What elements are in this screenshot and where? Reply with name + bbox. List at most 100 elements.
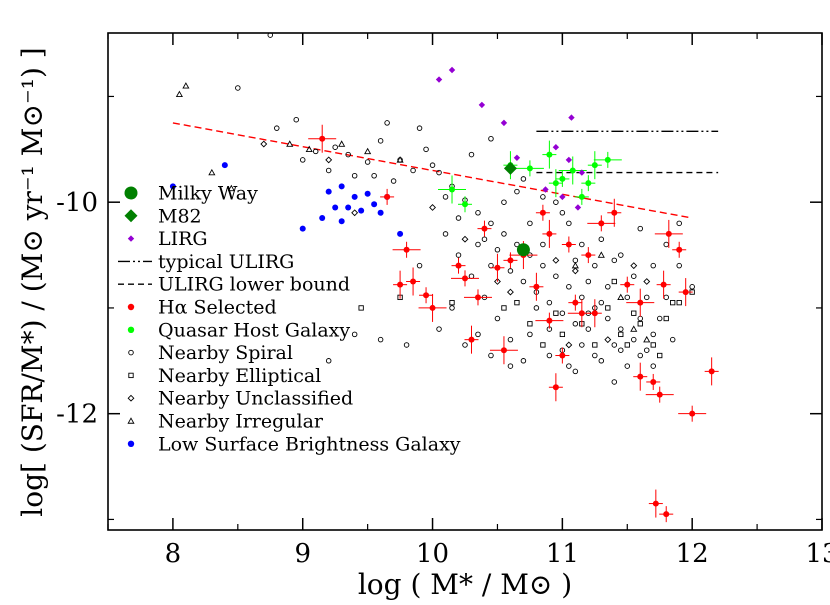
data-point xyxy=(578,310,585,317)
legend-marker xyxy=(127,440,135,447)
series-m82 xyxy=(503,161,517,175)
data-point xyxy=(325,188,332,195)
data-point xyxy=(175,90,183,98)
data-point xyxy=(358,305,364,311)
data-point xyxy=(338,140,346,147)
data-point xyxy=(429,162,436,168)
legend-item: Nearby Spiral xyxy=(128,342,293,364)
data-point xyxy=(501,231,507,237)
data-point xyxy=(461,235,469,243)
x-tick-label: 10 xyxy=(416,539,449,569)
series-nearby-unclassified xyxy=(260,140,651,349)
legend-item: Milky Way xyxy=(124,183,258,205)
data-point xyxy=(598,220,605,227)
data-point xyxy=(611,342,618,348)
legend-marker xyxy=(127,417,135,424)
data-point xyxy=(571,261,579,269)
data-point xyxy=(429,304,436,311)
data-point xyxy=(665,230,672,237)
data-point xyxy=(546,317,553,324)
legend-label: Nearby Irregular xyxy=(158,411,324,433)
data-point xyxy=(605,305,611,311)
data-point xyxy=(676,262,682,269)
series-quasar-host-galaxy xyxy=(438,140,622,213)
data-point xyxy=(650,378,657,385)
data-point xyxy=(559,193,566,201)
data-point xyxy=(448,66,456,74)
data-point xyxy=(546,299,553,306)
data-point xyxy=(657,352,663,359)
data-point xyxy=(566,284,572,290)
legend-item: Hα Selected xyxy=(127,297,277,319)
data-point xyxy=(455,262,462,269)
data-point xyxy=(332,204,339,211)
data-point xyxy=(514,241,520,248)
x-tick-label: 12 xyxy=(676,539,709,569)
data-point xyxy=(507,257,514,264)
legend-marker xyxy=(124,209,138,223)
data-point xyxy=(585,180,592,187)
data-point xyxy=(267,32,274,38)
data-point xyxy=(403,246,410,253)
data-point xyxy=(585,278,592,285)
data-point xyxy=(565,341,573,349)
data-point xyxy=(670,299,676,306)
legend-marker xyxy=(127,394,135,402)
data-point xyxy=(652,500,659,507)
data-point xyxy=(299,157,306,163)
data-point xyxy=(656,315,663,322)
series-nearby-elliptical xyxy=(358,278,695,359)
data-point xyxy=(488,352,494,359)
x-tick-label: 13 xyxy=(805,539,830,569)
y-axis-title: log[ (SFR/M*) / (M⊙ yr⁻¹ M⊙⁻¹) ] xyxy=(16,47,49,516)
legend-marker xyxy=(128,349,134,356)
data-point xyxy=(494,278,501,285)
x-tick-label: 8 xyxy=(165,539,182,569)
data-point xyxy=(569,167,576,174)
data-point xyxy=(475,331,481,338)
y-tick-label: -12 xyxy=(56,400,98,430)
data-point xyxy=(312,148,319,155)
data-point xyxy=(475,210,481,216)
data-point xyxy=(553,273,559,279)
data-point xyxy=(676,220,682,227)
data-point xyxy=(345,204,352,211)
data-point xyxy=(332,144,338,150)
data-point xyxy=(689,410,696,417)
data-point xyxy=(533,305,540,311)
x-tick-label: 11 xyxy=(546,539,579,569)
data-point xyxy=(585,326,592,332)
data-point xyxy=(637,373,644,380)
data-point xyxy=(579,342,585,348)
data-point xyxy=(631,273,637,279)
data-point xyxy=(624,363,631,369)
legend-label: ULIRG lower bound xyxy=(158,274,350,296)
data-point xyxy=(566,363,572,369)
data-point xyxy=(274,125,280,131)
data-point xyxy=(540,262,546,269)
data-point xyxy=(478,101,486,109)
data-point xyxy=(540,194,546,200)
data-point xyxy=(565,241,572,248)
data-point xyxy=(553,199,559,205)
legend-item: Nearby Unclassified xyxy=(127,388,353,410)
data-point xyxy=(611,278,617,285)
data-point xyxy=(371,173,377,179)
data-point xyxy=(574,204,582,211)
data-point xyxy=(260,140,268,148)
data-point xyxy=(565,156,573,164)
series-lirg xyxy=(435,66,586,211)
data-point xyxy=(540,241,546,248)
data-point xyxy=(507,363,514,369)
data-point xyxy=(455,252,462,258)
data-point xyxy=(637,352,644,359)
data-point xyxy=(663,241,669,248)
data-point xyxy=(286,140,294,147)
data-point xyxy=(568,114,575,121)
data-point xyxy=(514,299,520,306)
data-point xyxy=(442,231,449,237)
y-tick-label: -10 xyxy=(56,188,98,218)
data-point xyxy=(500,347,507,354)
data-point xyxy=(540,342,546,348)
legend-marker xyxy=(127,326,135,333)
